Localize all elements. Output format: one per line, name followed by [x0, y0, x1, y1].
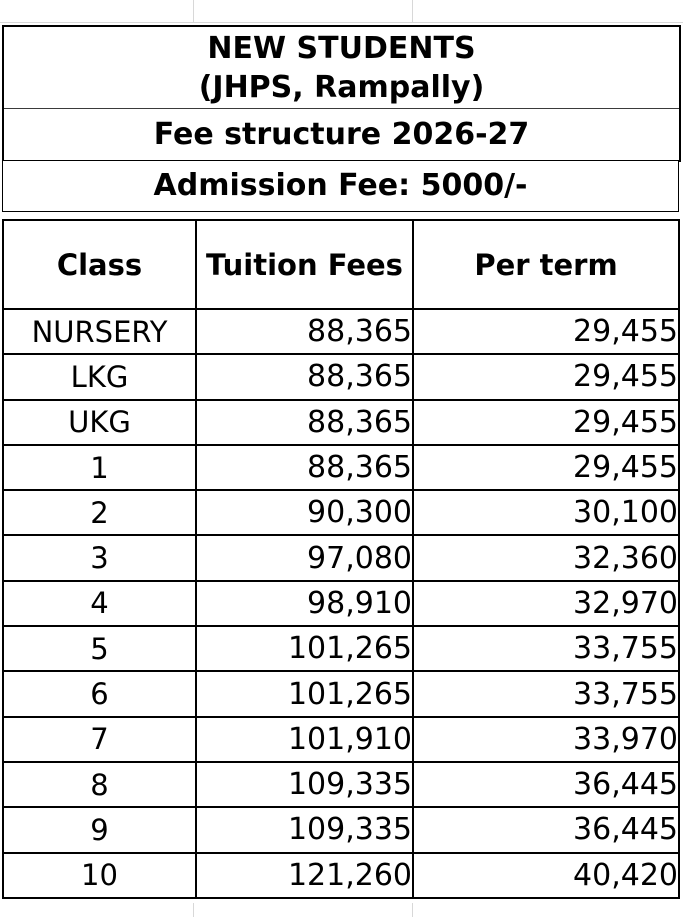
title-block: NEW STUDENTS (JHPS, Rampally) Fee struct…	[2, 25, 681, 162]
tuition-cell[interactable]: 88,365	[195, 398, 414, 446]
admission-fee-cell[interactable]: Admission Fee: 5000/-	[2, 160, 679, 212]
tuition-cell[interactable]: 101,265	[195, 670, 414, 718]
class-cell[interactable]: 1	[2, 443, 197, 492]
tuition-cell[interactable]: 88,365	[195, 353, 414, 401]
table-row: 10 121,260 40,420	[2, 851, 680, 899]
per-term-cell[interactable]: 29,455	[412, 398, 680, 446]
title-cell[interactable]: NEW STUDENTS (JHPS, Rampally)	[4, 27, 679, 109]
tuition-cell[interactable]: 121,260	[195, 851, 414, 899]
header-class[interactable]: Class	[2, 219, 197, 310]
fee-table: Class Tuition Fees Per term NURSERY 88,36…	[2, 219, 680, 899]
gridline-bottom-col-a-b	[193, 903, 194, 917]
table-row: 1 88,365 29,455	[2, 443, 680, 492]
fee-table-body: NURSERY 88,365 29,455 LKG 88,365 29,455 UKG 88,…	[2, 307, 680, 899]
per-term-cell[interactable]: 36,445	[412, 806, 680, 854]
tuition-cell[interactable]: 109,335	[195, 806, 414, 854]
per-term-cell[interactable]: 33,755	[412, 670, 680, 718]
tuition-cell[interactable]: 98,910	[195, 579, 414, 628]
gridline-top-row	[0, 22, 683, 23]
title-line-2: (JHPS, Rampally)	[198, 69, 485, 105]
subtitle-text: Fee structure 2026-27	[153, 117, 530, 152]
table-row: 9 109,335 36,445	[2, 806, 680, 854]
class-cell[interactable]: 8	[2, 760, 197, 809]
per-term-cell[interactable]: 29,455	[412, 353, 680, 401]
table-row: 6 101,265 33,755	[2, 670, 680, 718]
class-cell[interactable]: 5	[2, 625, 197, 673]
tuition-cell[interactable]: 101,910	[195, 715, 414, 763]
class-cell[interactable]: LKG	[2, 353, 197, 401]
gridline-bottom-col-b-c	[412, 903, 413, 917]
class-cell[interactable]: 7	[2, 715, 197, 763]
tuition-cell[interactable]: 109,335	[195, 760, 414, 809]
tuition-cell[interactable]: 97,080	[195, 534, 414, 582]
admission-fee-text: Admission Fee: 5000/-	[153, 168, 528, 203]
class-cell[interactable]: 6	[2, 670, 197, 718]
class-cell[interactable]: 4	[2, 579, 197, 628]
gridline-top-col-b-c	[412, 0, 413, 23]
tuition-cell[interactable]: 90,300	[195, 489, 414, 537]
table-row: 7 101,910 33,970	[2, 715, 680, 763]
header-per-term[interactable]: Per term	[412, 219, 680, 310]
per-term-cell[interactable]: 32,360	[412, 534, 680, 582]
gridline-top-col-a-b	[193, 0, 194, 23]
per-term-cell[interactable]: 30,100	[412, 489, 680, 537]
table-row: 5 101,265 33,755	[2, 625, 680, 673]
per-term-cell[interactable]: 29,455	[412, 307, 680, 356]
class-cell[interactable]: 3	[2, 534, 197, 582]
table-row: 8 109,335 36,445	[2, 760, 680, 809]
per-term-cell[interactable]: 36,445	[412, 760, 680, 809]
table-row: 4 98,910 32,970	[2, 579, 680, 628]
table-row: 3 97,080 32,360	[2, 534, 680, 582]
tuition-cell[interactable]: 88,365	[195, 443, 414, 492]
per-term-cell[interactable]: 32,970	[412, 579, 680, 628]
title-line-1: NEW STUDENTS	[207, 30, 476, 66]
header-tuition-fees[interactable]: Tuition Fees	[195, 219, 414, 310]
class-cell[interactable]: UKG	[2, 398, 197, 446]
class-cell[interactable]: NURSERY	[2, 307, 197, 356]
class-cell[interactable]: 2	[2, 489, 197, 537]
table-row: LKG 88,365 29,455	[2, 353, 680, 401]
per-term-cell[interactable]: 40,420	[412, 851, 680, 899]
class-cell[interactable]: 9	[2, 806, 197, 854]
class-cell[interactable]: 10	[2, 851, 197, 899]
table-row: 2 90,300 30,100	[2, 489, 680, 537]
table-row: UKG 88,365 29,455	[2, 398, 680, 446]
per-term-cell[interactable]: 33,970	[412, 715, 680, 763]
subtitle-cell[interactable]: Fee structure 2026-27	[4, 109, 679, 160]
header-row: Class Tuition Fees Per term	[2, 219, 680, 310]
per-term-cell[interactable]: 33,755	[412, 625, 680, 673]
table-row: NURSERY 88,365 29,455	[2, 307, 680, 356]
tuition-cell[interactable]: 88,365	[195, 307, 414, 356]
tuition-cell[interactable]: 101,265	[195, 625, 414, 673]
per-term-cell[interactable]: 29,455	[412, 443, 680, 492]
